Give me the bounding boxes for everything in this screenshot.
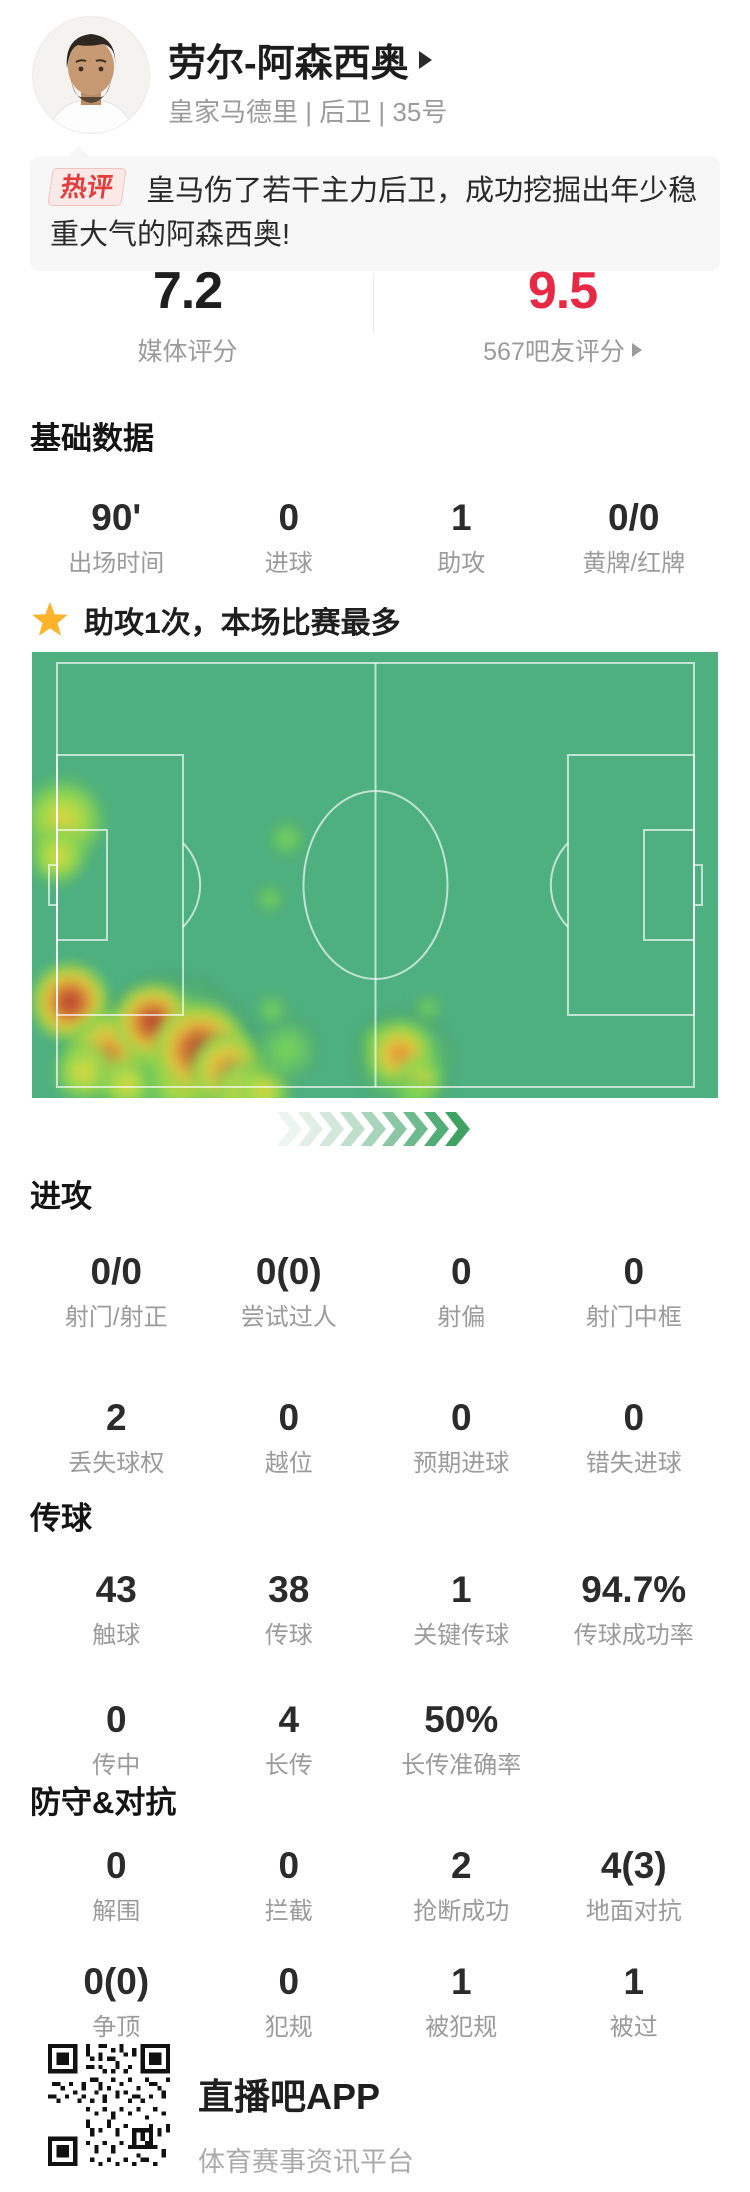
chevron-separator	[277, 1112, 470, 1146]
section-title-defense: 防守&对抗	[30, 1785, 177, 1820]
hot-comment-text: 皇马伤了若干主力后卫，成功挖掘出年少稳重大气的阿森西奥!	[50, 175, 698, 251]
stat-aerial-duels: 0(0) 争顶	[83, 1961, 150, 2041]
defense-stats-row-2: 0(0) 争顶 0 犯规 1 被犯规 1 被过	[30, 1960, 720, 2042]
passing-stats-row-1: 43 触球 38 传球 1 关键传球 94.7% 传球成功率	[30, 1568, 720, 1650]
stat-goals: 0 进球	[264, 497, 313, 577]
stat-tackles-won: 2 抢断成功	[413, 1845, 510, 1925]
stat-big-chances-missed: 0 错失进球	[585, 1397, 682, 1477]
stat-crosses: 0 传中	[92, 1699, 141, 1779]
player-meta: 皇家马德里 | 后卫 | 35号	[168, 97, 448, 127]
stat-offsides: 0 越位	[264, 1397, 313, 1477]
player-name[interactable]: 劳尔-阿森西奥	[168, 32, 432, 87]
stat-long-ball-accuracy: 50% 长传准确率	[401, 1699, 522, 1779]
star-icon	[32, 602, 68, 636]
stat-shots-woodwork: 0 射门中框	[585, 1251, 682, 1331]
section-title-basic: 基础数据	[30, 421, 154, 456]
avatar	[32, 16, 150, 134]
stat-key-passes: 1 关键传球	[413, 1569, 510, 1649]
chevron-right-icon	[319, 1112, 344, 1146]
fan-rating-label[interactable]: 567吧友评分	[375, 332, 750, 368]
stat-possession-lost: 2 丢失球权	[68, 1397, 165, 1477]
section-title-passing: 传球	[30, 1501, 92, 1536]
chevron-right-icon	[403, 1112, 428, 1146]
highlight-note: 助攻1次，本场比赛最多	[30, 598, 401, 642]
chevron-right-icon	[277, 1112, 302, 1146]
player-name-text: 劳尔-阿森西奥	[168, 43, 409, 85]
fan-rating[interactable]: 9.5 567吧友评分	[375, 262, 750, 368]
media-rating-value: 7.2	[152, 262, 223, 320]
basic-stats-row: 90' 出场时间 0 进球 1 助攻 0/0 黄牌/红牌	[30, 496, 720, 578]
fan-rating-value: 9.5	[527, 262, 598, 320]
chevron-right-icon	[445, 1112, 470, 1146]
chevron-right-icon	[340, 1112, 365, 1146]
passing-stats-row-2: 0 传中 4 长传 50% 长传准确率	[30, 1698, 720, 1780]
player-portrait	[33, 17, 149, 133]
heatmap-pitch	[32, 652, 718, 1098]
hot-comment-box: 热评 皇马伤了若干主力后卫，成功挖掘出年少稳重大气的阿森西奥!	[30, 146, 720, 271]
qr-code-image	[48, 2044, 170, 2166]
media-rating-label: 媒体评分	[137, 338, 238, 366]
stat-shots-off: 0 射偏	[437, 1251, 486, 1331]
app-description: 体育赛事资讯平台	[198, 2147, 414, 2177]
section-title-attack: 进攻	[30, 1179, 92, 1214]
pitch-markings	[48, 662, 703, 1088]
hot-comment-badge: 热评	[47, 168, 127, 206]
defense-stats-row-1: 0 解围 0 拦截 2 抢断成功 4(3) 地面对抗	[30, 1844, 720, 1926]
stat-passes: 38 传球	[264, 1569, 313, 1649]
chevron-right-icon	[298, 1112, 323, 1146]
stat-fouled: 1 被犯规	[425, 1961, 498, 2041]
attack-stats-row-1: 0/0 射门/射正 0(0) 尝试过人 0 射偏 0 射门中框	[30, 1250, 720, 1332]
fan-rating-arrow-icon	[631, 343, 642, 357]
stat-dribbles: 0(0) 尝试过人	[240, 1251, 337, 1331]
stat-empty	[548, 1698, 721, 1780]
stat-cards: 0/0 黄牌/红牌	[582, 497, 686, 577]
stat-clearances: 0 解围	[92, 1845, 141, 1925]
attack-stats-row-2: 2 丢失球权 0 越位 0 预期进球 0 错失进球	[30, 1396, 720, 1478]
stat-pass-accuracy: 94.7% 传球成功率	[573, 1569, 694, 1649]
stat-fouls: 0 犯规	[264, 1961, 313, 2041]
stat-touches: 43 触球	[92, 1569, 141, 1649]
highlight-text: 助攻1次，本场比赛最多	[84, 607, 401, 640]
chevron-right-icon	[382, 1112, 407, 1146]
chevron-right-icon	[424, 1112, 449, 1146]
stat-long-balls: 4 长传	[264, 1699, 313, 1779]
stat-ground-duels: 4(3) 地面对抗	[585, 1845, 682, 1925]
name-arrow-icon	[418, 50, 432, 69]
stat-shots: 0/0 射门/射正	[64, 1251, 168, 1331]
app-name: 直播吧APP	[198, 2076, 381, 2117]
stat-dribbled-past: 1 被过	[609, 1961, 658, 2041]
qr-code	[48, 2044, 170, 2166]
stat-minutes: 90' 出场时间	[68, 497, 165, 577]
chevron-right-icon	[361, 1112, 386, 1146]
stat-xg: 0 预期进球	[413, 1397, 510, 1477]
media-rating: 7.2 媒体评分	[0, 262, 375, 368]
stat-interceptions: 0 拦截	[264, 1845, 313, 1925]
rating-divider	[373, 274, 374, 332]
stat-assists: 1 助攻	[437, 497, 486, 577]
